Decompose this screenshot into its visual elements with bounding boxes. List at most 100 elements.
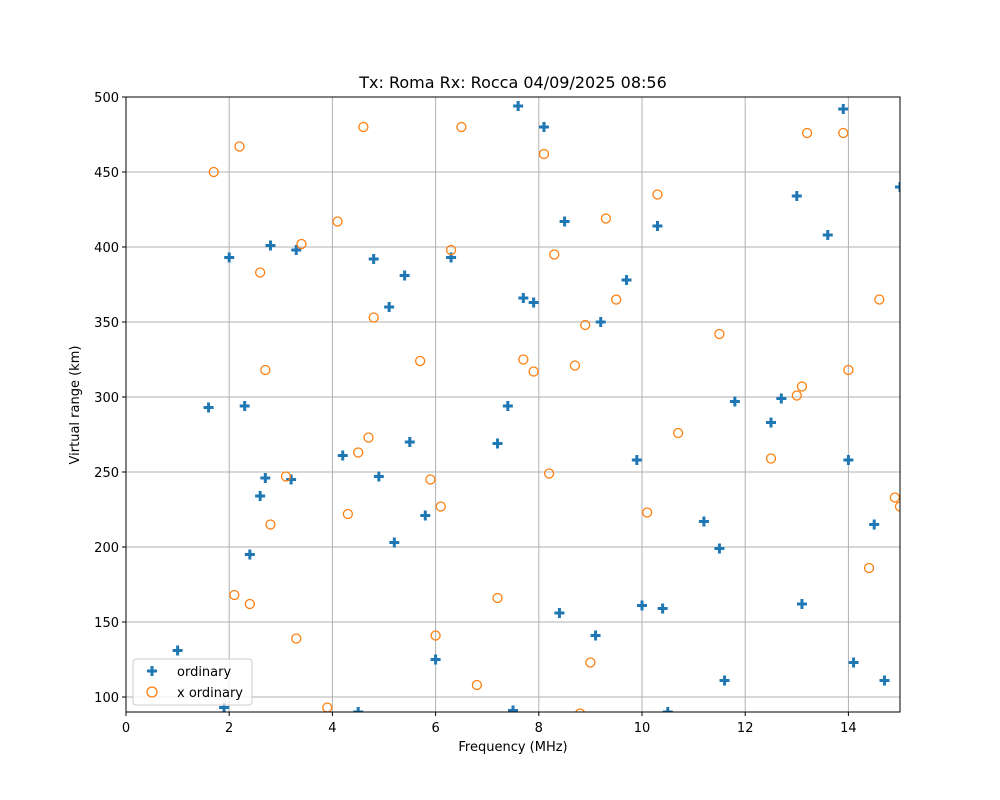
x-ordinary-point xyxy=(569,360,581,371)
ordinary-point xyxy=(719,675,730,686)
y-tick-label: 150 xyxy=(94,616,119,631)
ordinary-point xyxy=(172,645,183,656)
ordinary-point xyxy=(848,657,859,668)
x-ordinary-point xyxy=(353,447,364,458)
x-ordinary-point xyxy=(456,121,467,133)
x-tick-label: 14 xyxy=(840,721,857,736)
ordinary-point xyxy=(265,240,276,251)
ordinary-point xyxy=(404,437,415,447)
x-ordinary-point xyxy=(538,148,550,160)
x-ordinary-point xyxy=(435,501,446,512)
x-ordinary-point xyxy=(332,216,343,227)
x-ordinary-point xyxy=(471,679,483,691)
grid-lines xyxy=(125,96,900,712)
legend-circle-icon xyxy=(146,686,158,698)
y-tick-label: 500 xyxy=(94,91,119,106)
x-axis-label: Frequency (MHz) xyxy=(458,740,567,755)
x-ordinary-point xyxy=(208,166,219,178)
x-ordinary-point xyxy=(714,328,725,340)
chart-title: Tx: Roma Rx: Rocca 04/09/2025 08:56 xyxy=(358,73,667,92)
x-ordinary-point xyxy=(414,355,426,367)
y-tick-label: 250 xyxy=(94,466,119,481)
x-ordinary-point xyxy=(342,508,354,520)
x-tick-label: 2 xyxy=(225,721,233,736)
y-axis-label: Virtual range (km) xyxy=(68,346,83,465)
legend-label-x-ordinary: x ordinary xyxy=(177,686,243,701)
x-ordinary-point xyxy=(791,390,802,401)
legend-label-ordinary: ordinary xyxy=(177,665,231,680)
ordinary-point xyxy=(822,230,833,240)
x-ordinary-point xyxy=(838,127,849,139)
x-ordinary-point xyxy=(229,589,240,601)
y-tick-label: 100 xyxy=(94,691,119,706)
ordinary-point xyxy=(869,519,880,530)
x-ordinary-point xyxy=(611,294,622,305)
ordinary-point xyxy=(373,471,384,482)
y-tick-label: 400 xyxy=(94,241,119,256)
ordinary-point xyxy=(239,401,250,411)
x-ordinary-point xyxy=(255,267,266,278)
ordinary-point xyxy=(843,455,854,465)
ordinary-point xyxy=(590,630,601,641)
x-axis-ticks: 0 2 4 6 8 10 12 14 xyxy=(122,712,857,736)
x-ordinary-point xyxy=(801,127,813,139)
ordinary-point xyxy=(389,537,400,548)
ordinary-point xyxy=(662,707,673,712)
ordinary-point xyxy=(698,516,709,527)
ordinary-point xyxy=(353,707,364,712)
y-tick-label: 450 xyxy=(94,166,119,181)
y-tick-label: 300 xyxy=(94,391,119,406)
x-ordinary-point xyxy=(296,238,307,250)
ordinary-point xyxy=(399,270,410,281)
ordinary-point xyxy=(492,438,503,449)
x-ordinary-point xyxy=(889,492,900,503)
ordinary-point xyxy=(657,603,668,614)
x-ordinary-point xyxy=(291,633,302,644)
x-tick-label: 6 xyxy=(431,721,439,736)
ordinary-point xyxy=(203,402,214,413)
ordinary-point xyxy=(895,182,900,192)
x-tick-label: 12 xyxy=(737,721,754,736)
x-ordinary-point xyxy=(492,592,503,604)
x-ordinary-point xyxy=(863,562,875,574)
x-ordinary-point xyxy=(368,312,379,323)
ordinary-point xyxy=(368,254,379,264)
ordinary-point xyxy=(538,122,549,132)
ordinary-point xyxy=(631,455,642,465)
x-ordinary-point xyxy=(358,121,369,133)
x-ordinary-point xyxy=(543,468,555,479)
x-tick-label: 0 xyxy=(122,721,130,736)
x-ordinary-point xyxy=(430,630,441,641)
x-ordinary-point xyxy=(843,364,854,376)
x-ordinary-point xyxy=(652,189,663,200)
ordinary-point xyxy=(224,252,235,263)
x-ordinary-point xyxy=(528,366,539,377)
x-ordinary-point xyxy=(672,427,684,439)
x-tick-label: 8 xyxy=(535,721,543,736)
ordinary-point xyxy=(244,549,255,560)
ordinary-point xyxy=(729,396,740,407)
y-tick-label: 200 xyxy=(94,541,119,556)
ordinary-point xyxy=(260,473,271,483)
ordinary-point xyxy=(518,293,529,303)
ordinary-point xyxy=(559,216,570,227)
ordinary-point xyxy=(637,600,647,611)
x-ordinary-point xyxy=(244,598,255,610)
ordinary-point xyxy=(502,401,513,411)
ordinary-point xyxy=(838,104,849,114)
ordinary-point xyxy=(879,675,890,686)
ordinary-point xyxy=(714,543,725,554)
x-ordinary-point xyxy=(518,354,529,365)
legend-box xyxy=(132,658,253,706)
x-ordinary-point xyxy=(796,381,808,392)
ordinary-point xyxy=(337,450,348,461)
ordinary-point xyxy=(430,654,441,665)
x-ordinary-point xyxy=(580,319,591,331)
x-ordinary-point xyxy=(575,708,586,712)
ordinary-point xyxy=(286,474,297,485)
x-tick-label: 10 xyxy=(634,721,651,736)
x-ordinary-point xyxy=(425,474,436,485)
ordinary-point xyxy=(255,491,266,501)
ordinary-point xyxy=(513,101,524,111)
